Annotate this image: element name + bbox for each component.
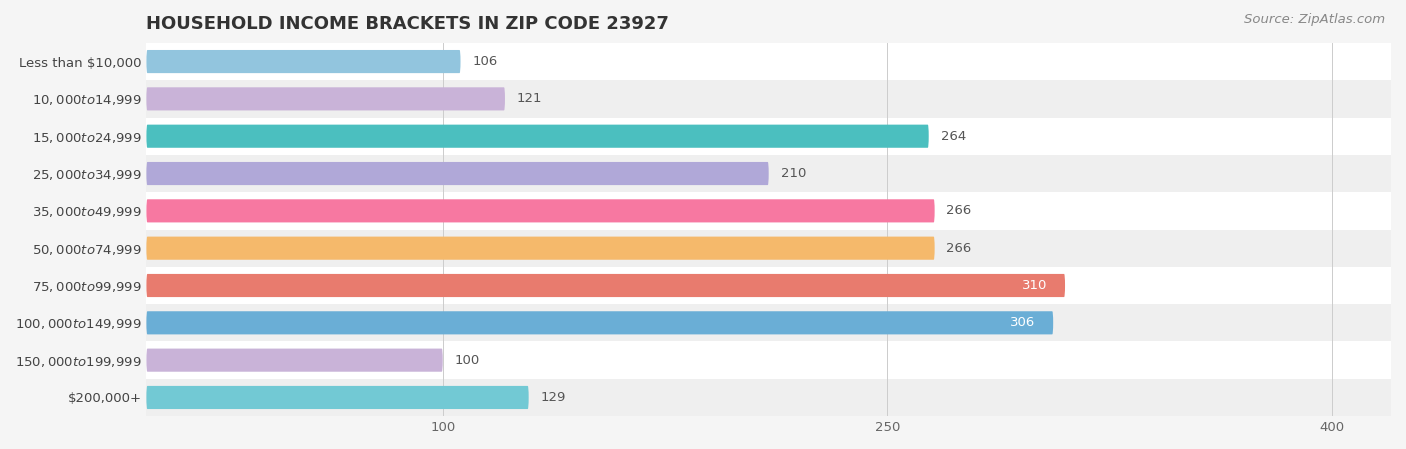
FancyBboxPatch shape bbox=[146, 199, 935, 222]
Text: 310: 310 bbox=[1022, 279, 1047, 292]
FancyBboxPatch shape bbox=[146, 311, 1053, 335]
Bar bbox=[146, 192, 1391, 229]
FancyBboxPatch shape bbox=[146, 87, 505, 110]
FancyBboxPatch shape bbox=[146, 274, 1064, 297]
Bar bbox=[146, 43, 1391, 80]
Bar bbox=[146, 379, 1391, 416]
FancyBboxPatch shape bbox=[146, 348, 443, 372]
Text: 266: 266 bbox=[946, 204, 972, 217]
Bar bbox=[146, 304, 1391, 342]
Text: 306: 306 bbox=[1010, 317, 1035, 329]
Bar bbox=[146, 118, 1391, 155]
FancyBboxPatch shape bbox=[146, 237, 935, 260]
Bar bbox=[146, 342, 1391, 379]
Text: Source: ZipAtlas.com: Source: ZipAtlas.com bbox=[1244, 13, 1385, 26]
Text: 264: 264 bbox=[941, 130, 966, 143]
Text: 100: 100 bbox=[454, 354, 479, 367]
Text: 106: 106 bbox=[472, 55, 498, 68]
Text: 266: 266 bbox=[946, 242, 972, 255]
FancyBboxPatch shape bbox=[146, 162, 769, 185]
FancyBboxPatch shape bbox=[146, 386, 529, 409]
Text: 121: 121 bbox=[517, 92, 543, 106]
Bar bbox=[146, 80, 1391, 118]
Text: HOUSEHOLD INCOME BRACKETS IN ZIP CODE 23927: HOUSEHOLD INCOME BRACKETS IN ZIP CODE 23… bbox=[146, 15, 669, 33]
Bar bbox=[146, 155, 1391, 192]
FancyBboxPatch shape bbox=[146, 125, 929, 148]
Text: 210: 210 bbox=[780, 167, 806, 180]
Text: 129: 129 bbox=[540, 391, 565, 404]
FancyBboxPatch shape bbox=[146, 50, 461, 73]
Bar bbox=[146, 229, 1391, 267]
Bar bbox=[146, 267, 1391, 304]
